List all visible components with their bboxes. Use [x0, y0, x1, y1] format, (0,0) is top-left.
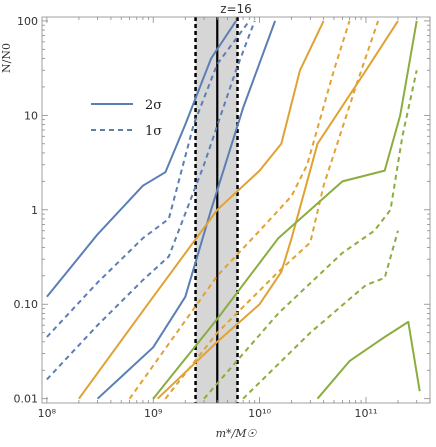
- series-line-orange-dashed-7: [128, 20, 351, 400]
- x-tick-label: 10⁸: [38, 407, 57, 420]
- series-line-orange-solid-5: [78, 20, 325, 400]
- x-tick-label: 10¹¹: [355, 407, 378, 420]
- x-tick-label: 10⁹: [144, 407, 162, 420]
- y-tick-label: 100: [17, 15, 38, 28]
- series-line-blue-solid-2: [96, 20, 277, 400]
- y-axis-title: N/N0: [0, 43, 13, 73]
- y-axis-ticks: 0.01 0.10 1 10 100: [14, 15, 430, 406]
- series-line-green-solid-9: [152, 20, 418, 400]
- y-tick-label: 10: [24, 109, 38, 122]
- series-line-orange-dashed-8: [164, 20, 380, 400]
- legend-label-1sigma: 1σ: [145, 124, 162, 139]
- x-tick-label: 10¹⁰: [248, 407, 271, 420]
- series-line-blue-dashed-4: [46, 20, 256, 381]
- data-series: [46, 20, 421, 400]
- x-axis-ticks: 10⁸ 10⁹ 10¹⁰ 10¹¹: [38, 17, 431, 420]
- series-line-orange-solid-6: [156, 20, 399, 400]
- series-line-green-dashed-12: [242, 230, 399, 400]
- series-line-blue-dashed-3: [46, 20, 251, 338]
- series-line-green-solid-10: [316, 320, 421, 400]
- x-axis-title: m*/M☉: [216, 427, 258, 440]
- legend-label-2sigma: 2σ: [145, 98, 162, 113]
- y-tick-label: 1: [31, 204, 38, 217]
- chart-title: z=16: [220, 2, 252, 16]
- series-line-blue-solid-1: [46, 20, 237, 298]
- y-tick-label: 0.01: [14, 393, 39, 406]
- y-tick-label: 0.10: [14, 298, 39, 311]
- legend: 2σ 1σ: [91, 98, 162, 139]
